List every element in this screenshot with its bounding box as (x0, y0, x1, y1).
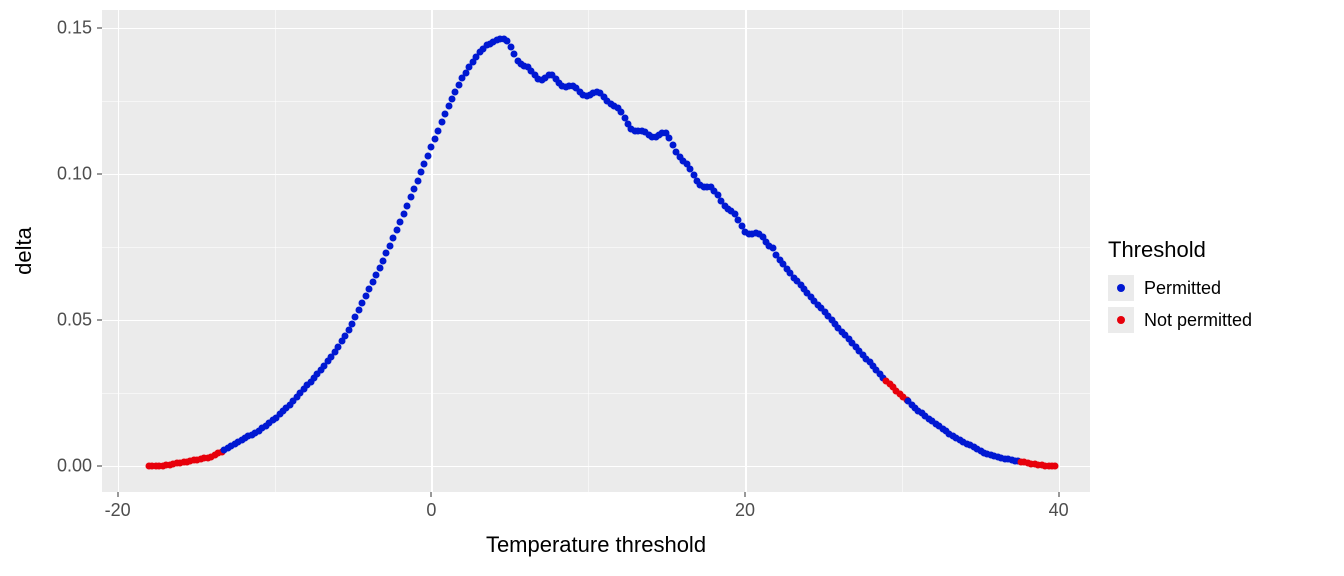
data-point-permitted (428, 144, 435, 151)
panel-wrap (102, 10, 1090, 492)
data-point-permitted (383, 250, 390, 257)
data-point-permitted (449, 96, 456, 103)
y-axis-title: delta (11, 227, 37, 275)
legend-label: Permitted (1144, 278, 1221, 299)
data-point-permitted (438, 119, 445, 126)
y-tick-label: 0.00 (57, 455, 92, 476)
data-point-permitted (424, 152, 431, 159)
data-point-permitted (397, 219, 404, 226)
legend-key (1108, 275, 1134, 301)
gridline-h-minor (102, 101, 1090, 102)
data-point-permitted (359, 300, 366, 307)
data-point-permitted (352, 314, 359, 321)
legend-item-permitted: Permitted (1108, 275, 1328, 301)
data-point-permitted (666, 134, 673, 141)
data-point-permitted (386, 242, 393, 249)
x-tick-mark (117, 492, 118, 497)
x-tick-mark (744, 492, 745, 497)
legend-dot-icon (1117, 316, 1125, 324)
data-point-permitted (355, 307, 362, 314)
gridline-h-minor (102, 247, 1090, 248)
gridline-v-major (431, 10, 433, 492)
data-point-permitted (411, 186, 418, 193)
data-point-permitted (414, 177, 421, 184)
x-tick-label: 0 (426, 500, 436, 521)
legend-item-not_permitted: Not permitted (1108, 307, 1328, 333)
data-point-permitted (507, 43, 514, 50)
data-point-permitted (366, 286, 373, 293)
data-point-permitted (442, 110, 449, 117)
data-point-permitted (369, 279, 376, 286)
plot-region: delta 0.00 0.05 0.10 0.15 -20 0 20 40 Temperat… (8, 10, 1090, 566)
data-point-permitted (452, 88, 459, 95)
gridline-v-minor (902, 10, 903, 492)
data-point-permitted (421, 161, 428, 168)
y-tick-label: 0.15 (57, 17, 92, 38)
plot-panel (102, 10, 1090, 492)
data-point-permitted (373, 272, 380, 279)
gridline-v-major (1059, 10, 1061, 492)
y-axis-ticks: 0.00 0.05 0.10 0.15 (40, 10, 102, 492)
data-point-permitted (435, 127, 442, 134)
data-point-permitted (393, 227, 400, 234)
gridline-h-major (102, 320, 1090, 322)
legend-title: Threshold (1108, 237, 1328, 263)
gridline-h-major (102, 174, 1090, 176)
legend: Threshold Permitted Not permitted (1090, 237, 1328, 339)
data-point-permitted (417, 169, 424, 176)
data-point-permitted (431, 135, 438, 142)
data-point-permitted (407, 194, 414, 201)
plot-row: delta 0.00 0.05 0.10 0.15 (8, 10, 1090, 492)
x-axis-ticks: -20 0 20 40 (102, 492, 1090, 532)
y-tick-label: 0.10 (57, 163, 92, 184)
x-tick-mark (431, 492, 432, 497)
data-point-permitted (404, 202, 411, 209)
gridline-v-minor (588, 10, 589, 492)
data-point-permitted (380, 257, 387, 264)
legend-key (1108, 307, 1134, 333)
gridline-h-major (102, 28, 1090, 30)
data-point-permitted (669, 142, 676, 149)
legend-dot-icon (1117, 284, 1125, 292)
data-point-permitted (445, 103, 452, 110)
data-point-not-permitted (1052, 462, 1059, 469)
x-tick-mark (1058, 492, 1059, 497)
gridline-v-major (745, 10, 747, 492)
legend-items: Permitted Not permitted (1108, 275, 1328, 339)
data-point-permitted (400, 211, 407, 218)
chart-container: delta 0.00 0.05 0.10 0.15 -20 0 20 40 Temperat… (0, 0, 1344, 576)
y-axis-title-wrap: delta (8, 10, 40, 492)
data-point-permitted (769, 244, 776, 251)
gridline-h-major (102, 466, 1090, 468)
data-point-permitted (390, 234, 397, 241)
y-tick-label: 0.05 (57, 309, 92, 330)
x-tick-label: -20 (105, 500, 131, 521)
data-point-permitted (348, 321, 355, 328)
gridline-h-minor (102, 393, 1090, 394)
data-point-permitted (362, 293, 369, 300)
legend-label: Not permitted (1144, 310, 1252, 331)
x-axis-title-row: Temperature threshold (102, 532, 1090, 566)
x-tick-label: 40 (1049, 500, 1069, 521)
x-tick-label: 20 (735, 500, 755, 521)
x-axis-title: Temperature threshold (486, 532, 706, 558)
data-point-permitted (455, 81, 462, 88)
gridline-v-major (118, 10, 120, 492)
data-point-permitted (376, 264, 383, 271)
